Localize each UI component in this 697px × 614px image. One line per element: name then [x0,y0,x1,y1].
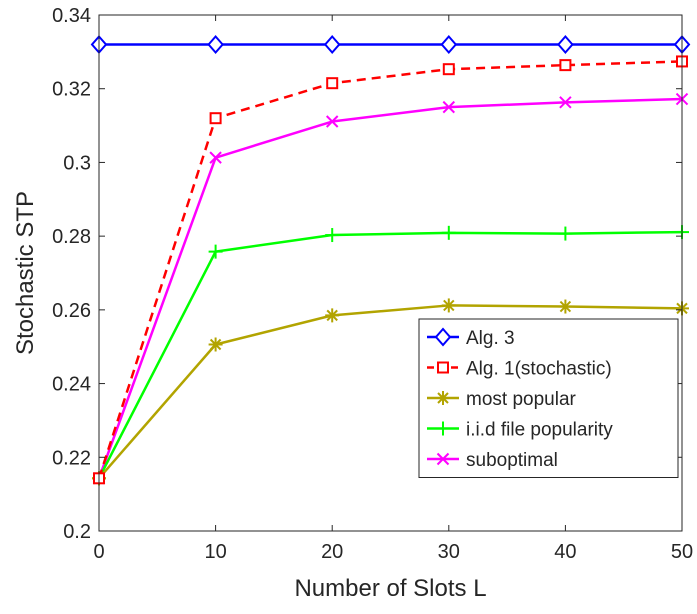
y-tick-label: 0.26 [52,300,91,322]
y-tick-label: 0.28 [52,226,91,248]
x-tick-label: 0 [93,541,104,563]
data-point [441,298,456,313]
legend-marker [434,327,452,347]
data-point [208,244,223,259]
data-point [442,63,455,76]
legend-entry: i.i.d file popularity [427,420,613,441]
data-point [209,112,222,125]
legend-entry: most popular [427,389,577,410]
data-point [326,77,339,90]
data-point [442,100,456,114]
legend-box [418,318,679,478]
legend-marker [436,421,450,436]
x-tick-label: 30 [438,541,460,563]
y-axis-label: Stochastic STP [12,191,39,355]
data-point [325,308,340,323]
legend-label: Alg. 1(stochastic) [466,359,612,380]
x-axis: 0 10 20 30 40 50 [93,15,693,563]
series-line [97,97,683,479]
series-line [98,304,683,480]
data-point [558,299,573,314]
data-point [558,226,573,241]
y-tick-label: 0.34 [52,5,91,27]
y-tick-label: 0.2 [63,521,91,543]
data-point [559,59,572,72]
data-point [325,115,339,128]
data-point [441,225,456,240]
x-tick-label: 50 [671,541,693,563]
data-point [209,151,222,164]
legend-entry: Alg. 3 [427,327,515,349]
data-point [557,34,574,55]
series-line [97,230,683,479]
x-axis-label: Number of Slots L [294,575,486,602]
legend: Alg. 3 Alg. 1(stochastic) most popular i.i.… [418,318,679,478]
x-tick-label: 10 [204,541,226,563]
y-tick-label: 0.22 [52,447,91,469]
y-tick-label: 0.3 [63,152,91,174]
y-tick-label: 0.24 [52,374,91,396]
data-point [440,34,458,55]
legend-marker [436,452,450,466]
data-point [207,34,224,55]
legend-label: most popular [466,389,577,410]
legend-entry: Alg. 1(stochastic) [427,359,612,380]
x-tick-label: 40 [554,541,576,563]
plot-frame [98,14,683,532]
data-point [208,337,223,352]
y-tick-label: 0.32 [52,79,91,101]
legend-label: Alg. 3 [466,328,515,349]
x-tick-label: 20 [321,541,343,563]
series-alg-3 [90,34,691,55]
data-point [323,34,341,55]
data-point [325,228,340,243]
legend-marker [436,391,450,405]
y-axis: 0.2 0.22 0.24 0.26 0.28 0.3 0.32 0.34 [52,5,682,543]
legend-label: i.i.d file popularity [466,420,613,441]
legend-marker [437,361,449,374]
series-line [97,60,683,479]
legend-label: suboptimal [466,450,558,471]
legend-entry: suboptimal [427,450,558,471]
data-point [559,96,572,109]
